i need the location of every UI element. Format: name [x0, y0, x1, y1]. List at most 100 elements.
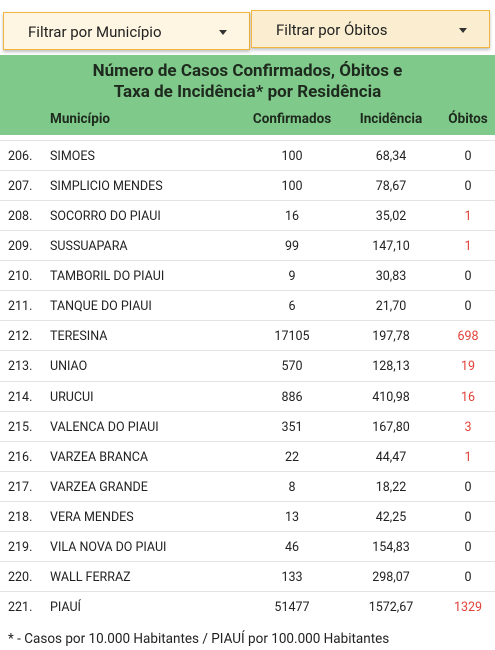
table-row: 215. VALENCA DO PIAUI 351 167,80 3: [0, 410, 495, 441]
municipio: TAMBORIL DO PIAUI: [50, 269, 165, 285]
confirmados: 16: [284, 209, 300, 225]
filter-label: Filtrar por Óbitos: [276, 21, 388, 39]
row-number: 214.: [8, 389, 33, 405]
table-row: 216. VARZEA BRANCA 22 44,47 1: [0, 440, 495, 471]
confirmados: 22: [284, 449, 300, 465]
table-row: 206. SIMOES 100 68,34 0: [0, 140, 495, 170]
table-row: 207. SIMPLICIO MENDES 100 78,67 0: [0, 170, 495, 200]
row-number: 220.: [8, 569, 33, 585]
row-number: 208.: [8, 209, 33, 225]
municipio: VARZEA GRANDE: [50, 479, 148, 495]
table-row: 209. SUSSUAPARA 99 147,10 1: [0, 230, 495, 260]
municipio: URUCUI: [50, 389, 94, 405]
municipio: TERESINA: [50, 329, 108, 345]
municipio: SOCORRO DO PIAUI: [50, 209, 161, 225]
municipio: SIMPLICIO MENDES: [50, 179, 163, 195]
incidencia: 298,07: [372, 569, 410, 585]
confirmados: 100: [281, 149, 303, 164]
incidencia: 154,83: [372, 539, 410, 555]
confirmados: 351: [281, 419, 303, 435]
table-row: 208. SOCORRO DO PIAUI 16 35,02 1: [0, 200, 495, 230]
confirmados: 17105: [274, 329, 310, 345]
incidencia: 18,22: [375, 479, 407, 495]
dropdown-arrow: [459, 28, 467, 33]
municipio: VERA MENDES: [50, 509, 134, 525]
row-number: 216.: [8, 449, 33, 465]
table-row: 214. URUCUI 886 410,98 16: [0, 380, 495, 411]
confirmados: 8: [288, 479, 296, 495]
incidencia: 44,47: [375, 449, 407, 465]
incidencia: 35,02: [375, 209, 407, 225]
confirmados: 570: [281, 359, 303, 375]
incidencia: 21,70: [375, 299, 407, 315]
table-row: 217. VARZEA GRANDE 8 18,22 0: [0, 470, 495, 501]
municipio: VARZEA BRANCA: [50, 449, 149, 465]
row-number: 219.: [8, 539, 33, 555]
row-number: 212.: [8, 329, 33, 345]
incidencia: 30,83: [375, 269, 407, 285]
obitos-filter[interactable]: Filtrar por Óbitos: [251, 10, 490, 48]
column-header: Confirmados: [252, 111, 332, 127]
municipio: UNIAO: [50, 359, 88, 375]
obitos: 1: [464, 239, 472, 255]
obitos: 0: [464, 269, 472, 285]
obitos: 3: [464, 419, 472, 435]
incidencia: 147,10: [372, 239, 410, 255]
row-number: 217.: [8, 479, 33, 495]
column-header: Incidência: [359, 111, 423, 127]
obitos: 19: [460, 359, 476, 375]
filter-label: Filtrar por Município: [28, 23, 162, 41]
obitos: 0: [464, 539, 472, 555]
incidencia: 78,67: [375, 179, 407, 195]
municipio: VILA NOVA DO PIAUI: [50, 539, 167, 555]
table-row: 212. TERESINA 17105 197,78 698: [0, 320, 495, 350]
incidencia: 1572,67: [368, 600, 414, 616]
obitos: 0: [464, 569, 472, 585]
confirmados: 99: [284, 239, 300, 255]
table-row: 210. TAMBORIL DO PIAUI 9 30,83 0: [0, 260, 495, 290]
municipio: VALENCA DO PIAUI: [50, 419, 159, 435]
incidencia: 167,80: [372, 419, 410, 435]
obitos: 1: [464, 449, 472, 465]
table-row: 218. VERA MENDES 13 42,25 0: [0, 500, 495, 531]
row-number: 213.: [8, 359, 33, 375]
row-number: 206.: [8, 149, 33, 164]
municipio-filter[interactable]: Filtrar por Município: [3, 12, 250, 50]
table-row: 219. VILA NOVA DO PIAUI 46 154,83 0: [0, 530, 495, 561]
obitos: 0: [464, 299, 472, 315]
column-header: Município: [50, 111, 111, 127]
row-number: 211.: [8, 299, 33, 315]
obitos: 0: [464, 509, 472, 525]
confirmados: 46: [284, 539, 300, 555]
obitos: 16: [460, 389, 476, 405]
confirmados: 133: [281, 569, 303, 585]
municipio: TANQUE DO PIAUI: [50, 299, 152, 315]
confirmados: 6: [288, 299, 296, 315]
incidencia: 128,13: [372, 359, 410, 375]
table-row: 220. WALL FERRAZ 133 298,07 0: [0, 560, 495, 591]
incidencia: 68,34: [375, 149, 407, 164]
row-number: 210.: [8, 269, 33, 285]
table-row: 213. UNIAO 570 128,13 19: [0, 350, 495, 380]
obitos: 0: [464, 179, 472, 195]
table-title: Taxa de Incidência* por Residência: [113, 82, 382, 102]
confirmados: 886: [281, 389, 303, 405]
row-number: 209.: [8, 239, 33, 255]
confirmados: 13: [284, 509, 300, 525]
incidencia: 410,98: [372, 389, 410, 405]
row-number: 215.: [8, 419, 33, 435]
municipio: SUSSUAPARA: [50, 239, 128, 255]
confirmados: 9: [288, 269, 296, 285]
obitos: 0: [464, 149, 472, 164]
incidencia: 42,25: [375, 509, 407, 525]
column-header: Óbitos: [448, 111, 488, 127]
table-header: Número de Casos Confirmados, Óbitos e Ta…: [0, 55, 495, 135]
obitos: 698: [457, 329, 479, 345]
obitos: 0: [464, 479, 472, 495]
confirmados: 51477: [274, 600, 310, 616]
footnote: * - Casos por 10.000 Habitantes / PIAUÍ …: [8, 631, 390, 647]
obitos: 1329: [453, 600, 483, 616]
confirmados: 100: [281, 179, 303, 195]
municipio: SIMOES: [50, 149, 95, 164]
